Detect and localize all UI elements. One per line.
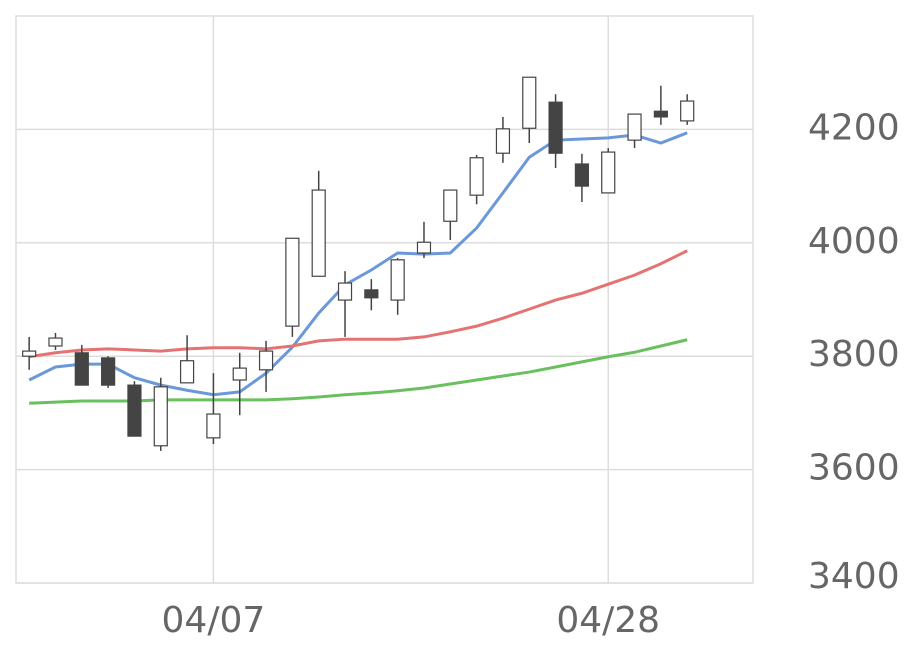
candle-body bbox=[285, 237, 300, 327]
grid bbox=[16, 16, 753, 584]
candle-body bbox=[153, 386, 168, 447]
candle-body bbox=[127, 384, 142, 437]
candle-body bbox=[232, 367, 247, 381]
candle-body bbox=[495, 128, 511, 154]
candle-body bbox=[74, 352, 89, 386]
candle-body bbox=[522, 76, 537, 129]
candles bbox=[22, 76, 695, 451]
axis-labels: 3400 3600 3800 4000 4200 04/07 04/28 bbox=[162, 107, 900, 641]
candle-body bbox=[653, 110, 668, 118]
candle-body bbox=[574, 163, 590, 187]
candle-body bbox=[680, 100, 695, 122]
ma-line bbox=[28, 249, 688, 359]
x-tick-label: 04/07 bbox=[162, 600, 266, 641]
candle-body bbox=[48, 337, 63, 347]
y-tick-label: 3400 bbox=[808, 556, 900, 597]
y-tick-label: 3600 bbox=[808, 448, 900, 489]
candle-body bbox=[548, 101, 563, 154]
candle-body bbox=[390, 259, 405, 301]
candle-body bbox=[258, 350, 274, 371]
x-tick-label: 04/28 bbox=[556, 600, 660, 641]
y-tick-label: 4200 bbox=[808, 107, 900, 148]
candle-body bbox=[469, 157, 484, 196]
candle-body bbox=[337, 282, 353, 301]
y-tick-label: 4000 bbox=[808, 221, 900, 262]
ma-line bbox=[28, 131, 688, 397]
candle-body bbox=[627, 113, 642, 141]
candle-body bbox=[22, 350, 37, 357]
candle-body bbox=[206, 413, 221, 439]
candle-body bbox=[101, 357, 116, 386]
candle-body bbox=[601, 151, 616, 194]
candle-body bbox=[311, 189, 326, 277]
y-tick-label: 3800 bbox=[808, 334, 900, 375]
candle-body bbox=[179, 360, 195, 384]
candle-body bbox=[364, 289, 379, 299]
candle-body bbox=[416, 241, 432, 254]
candle-body bbox=[443, 189, 458, 222]
plot-frame bbox=[15, 15, 754, 584]
